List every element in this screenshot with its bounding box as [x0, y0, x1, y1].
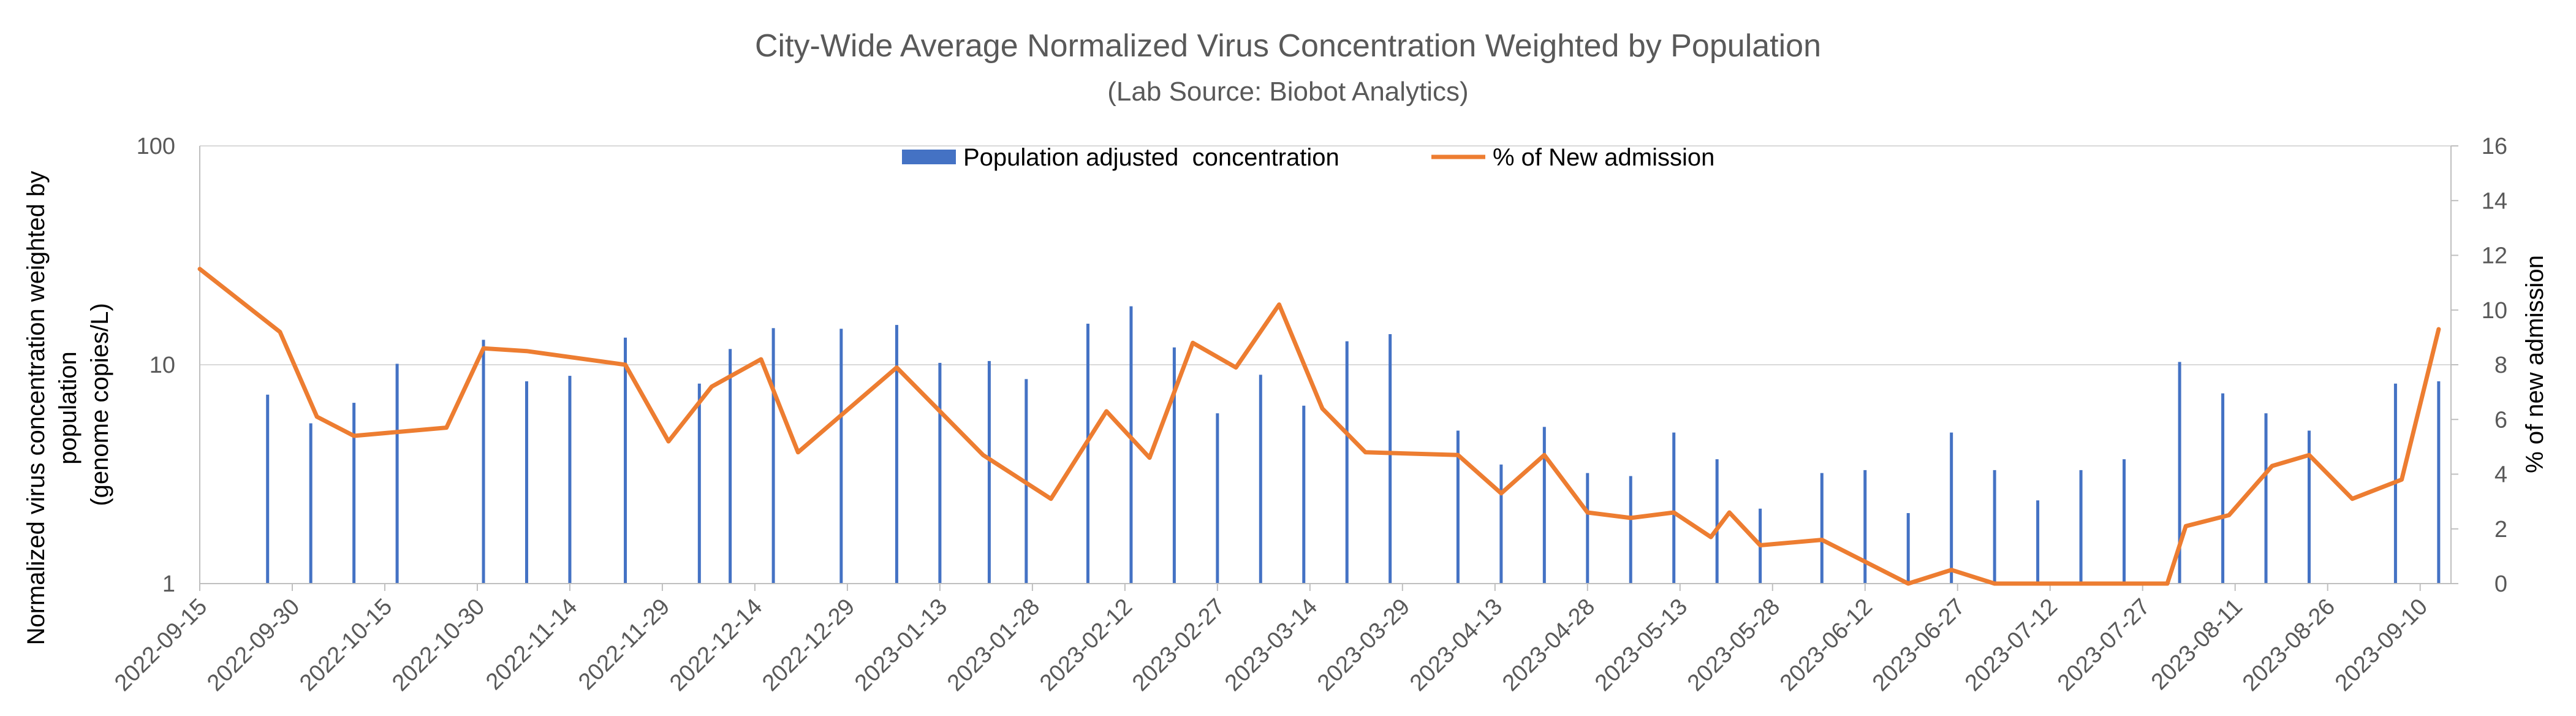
- x-tick-label: 2022-10-30: [387, 594, 490, 696]
- y-right-tick-label: 2: [2495, 517, 2507, 543]
- bar: [1993, 470, 1996, 584]
- x-tick-label: 2023-06-12: [1775, 594, 1877, 696]
- x-tick-label: 2023-07-27: [2053, 594, 2155, 696]
- bar: [1542, 427, 1546, 584]
- bar: [771, 328, 775, 584]
- y-right-tick-label: 0: [2495, 571, 2507, 597]
- legend-line-label: % of New admission: [1493, 144, 1714, 171]
- x-tick-label: 2023-08-26: [2238, 594, 2340, 696]
- bar: [2437, 381, 2441, 584]
- y-axis-left-title-line-2: population: [55, 351, 81, 465]
- bar: [2079, 470, 2083, 584]
- tick-labels: 11010002468101214162022-09-152022-09-302…: [110, 134, 2507, 696]
- x-tick-label: 2023-07-12: [1960, 594, 2063, 696]
- y-left-tick-label: 1: [162, 571, 175, 597]
- y-left-tick-label: 10: [150, 352, 175, 378]
- bar: [1820, 473, 1824, 584]
- x-tick-label: 2023-02-12: [1035, 594, 1137, 696]
- bar: [352, 403, 356, 584]
- line-series: [197, 267, 2441, 586]
- bar: [1499, 464, 1503, 584]
- bar: [697, 383, 701, 584]
- x-tick-label: 2023-02-27: [1127, 594, 1230, 696]
- x-tick-label: 2023-01-13: [850, 594, 952, 696]
- bar: [938, 362, 942, 584]
- y-right-tick-label: 6: [2495, 407, 2507, 433]
- bar: [309, 423, 313, 584]
- bar: [729, 349, 732, 584]
- legend-bar-label: Population adjusted concentration: [963, 144, 1339, 171]
- x-tick-label: 2022-09-15: [110, 594, 212, 696]
- x-tick-label: 2023-03-14: [1220, 594, 1322, 696]
- bar: [1086, 324, 1089, 584]
- x-tick-label: 2023-05-13: [1590, 594, 1692, 696]
- bar: [2036, 500, 2040, 584]
- x-tick-label: 2023-06-27: [1868, 594, 1970, 696]
- bar: [482, 340, 485, 584]
- y-axis-left-title-line-3: (genome copies/L): [86, 303, 113, 506]
- x-tick-label: 2022-10-15: [295, 594, 397, 696]
- bar: [1388, 334, 1392, 584]
- bar: [1259, 375, 1262, 584]
- bar: [1586, 473, 1589, 584]
- bar: [1863, 470, 1867, 584]
- bar: [1456, 430, 1460, 584]
- bar: [987, 360, 991, 584]
- y-right-tick-label: 16: [2482, 134, 2507, 159]
- bar: [525, 381, 528, 584]
- y-right-tick-label: 14: [2482, 188, 2507, 214]
- bar: [266, 394, 270, 584]
- bar: [568, 376, 572, 584]
- x-tick-label: 2022-09-30: [202, 594, 305, 696]
- y-right-tick-label: 12: [2482, 243, 2507, 269]
- bar: [1345, 341, 1349, 584]
- bar: [2264, 413, 2268, 584]
- chart-title: City-Wide Average Normalized Virus Conce…: [755, 28, 1821, 64]
- admission-line: [197, 267, 2441, 586]
- bar: [839, 329, 843, 584]
- x-tick-label: 2023-05-28: [1683, 594, 1785, 696]
- x-tick-label: 2023-04-13: [1405, 594, 1507, 696]
- bar: [2221, 393, 2225, 584]
- chart-subtitle: (Lab Source: Biobot Analytics): [1107, 77, 1468, 107]
- y-left-tick-label: 100: [137, 134, 175, 159]
- axes: [199, 145, 2458, 591]
- gridlines: [200, 145, 2451, 584]
- x-tick-label: 2023-04-28: [1498, 594, 1600, 696]
- bar: [2178, 362, 2181, 584]
- y-axis-right-title: % of new admission: [2521, 255, 2548, 473]
- x-tick-label: 2022-12-29: [757, 594, 860, 696]
- x-tick-label: 2022-12-14: [665, 594, 767, 696]
- x-tick-label: 2023-01-28: [942, 594, 1045, 696]
- x-tick-label: 2023-03-29: [1313, 594, 1415, 696]
- bar: [1629, 476, 1632, 584]
- y-right-tick-label: 10: [2482, 298, 2507, 324]
- bar: [1172, 347, 1176, 584]
- y-axis-left-title-line-1: Normalized virus concentration weighted …: [23, 171, 50, 646]
- legend: Population adjusted concentration % of N…: [902, 144, 1714, 171]
- bar: [2123, 459, 2126, 584]
- x-tick-label: 2023-08-11: [2146, 594, 2248, 695]
- bar: [1216, 413, 1219, 584]
- x-tick-label: 2022-11-14: [481, 594, 582, 695]
- bar: [1302, 405, 1306, 584]
- bar: [624, 337, 627, 584]
- x-tick-label: 2023-09-10: [2330, 594, 2433, 696]
- legend-bar-swatch: [902, 150, 956, 164]
- y-axis-left-title: Normalized virus concentration weighted …: [23, 164, 113, 646]
- bar: [1950, 432, 1953, 584]
- bar: [1129, 306, 1133, 584]
- y-right-tick-label: 4: [2495, 462, 2507, 488]
- bar: [2307, 430, 2311, 584]
- bar: [1906, 512, 1910, 584]
- x-tick-label: 2022-11-29: [574, 594, 675, 695]
- bar: [895, 325, 898, 584]
- bar: [1672, 432, 1676, 584]
- bar-series: [266, 306, 2441, 584]
- bar: [395, 364, 399, 584]
- bar: [1715, 459, 1719, 584]
- y-right-tick-label: 8: [2495, 352, 2507, 378]
